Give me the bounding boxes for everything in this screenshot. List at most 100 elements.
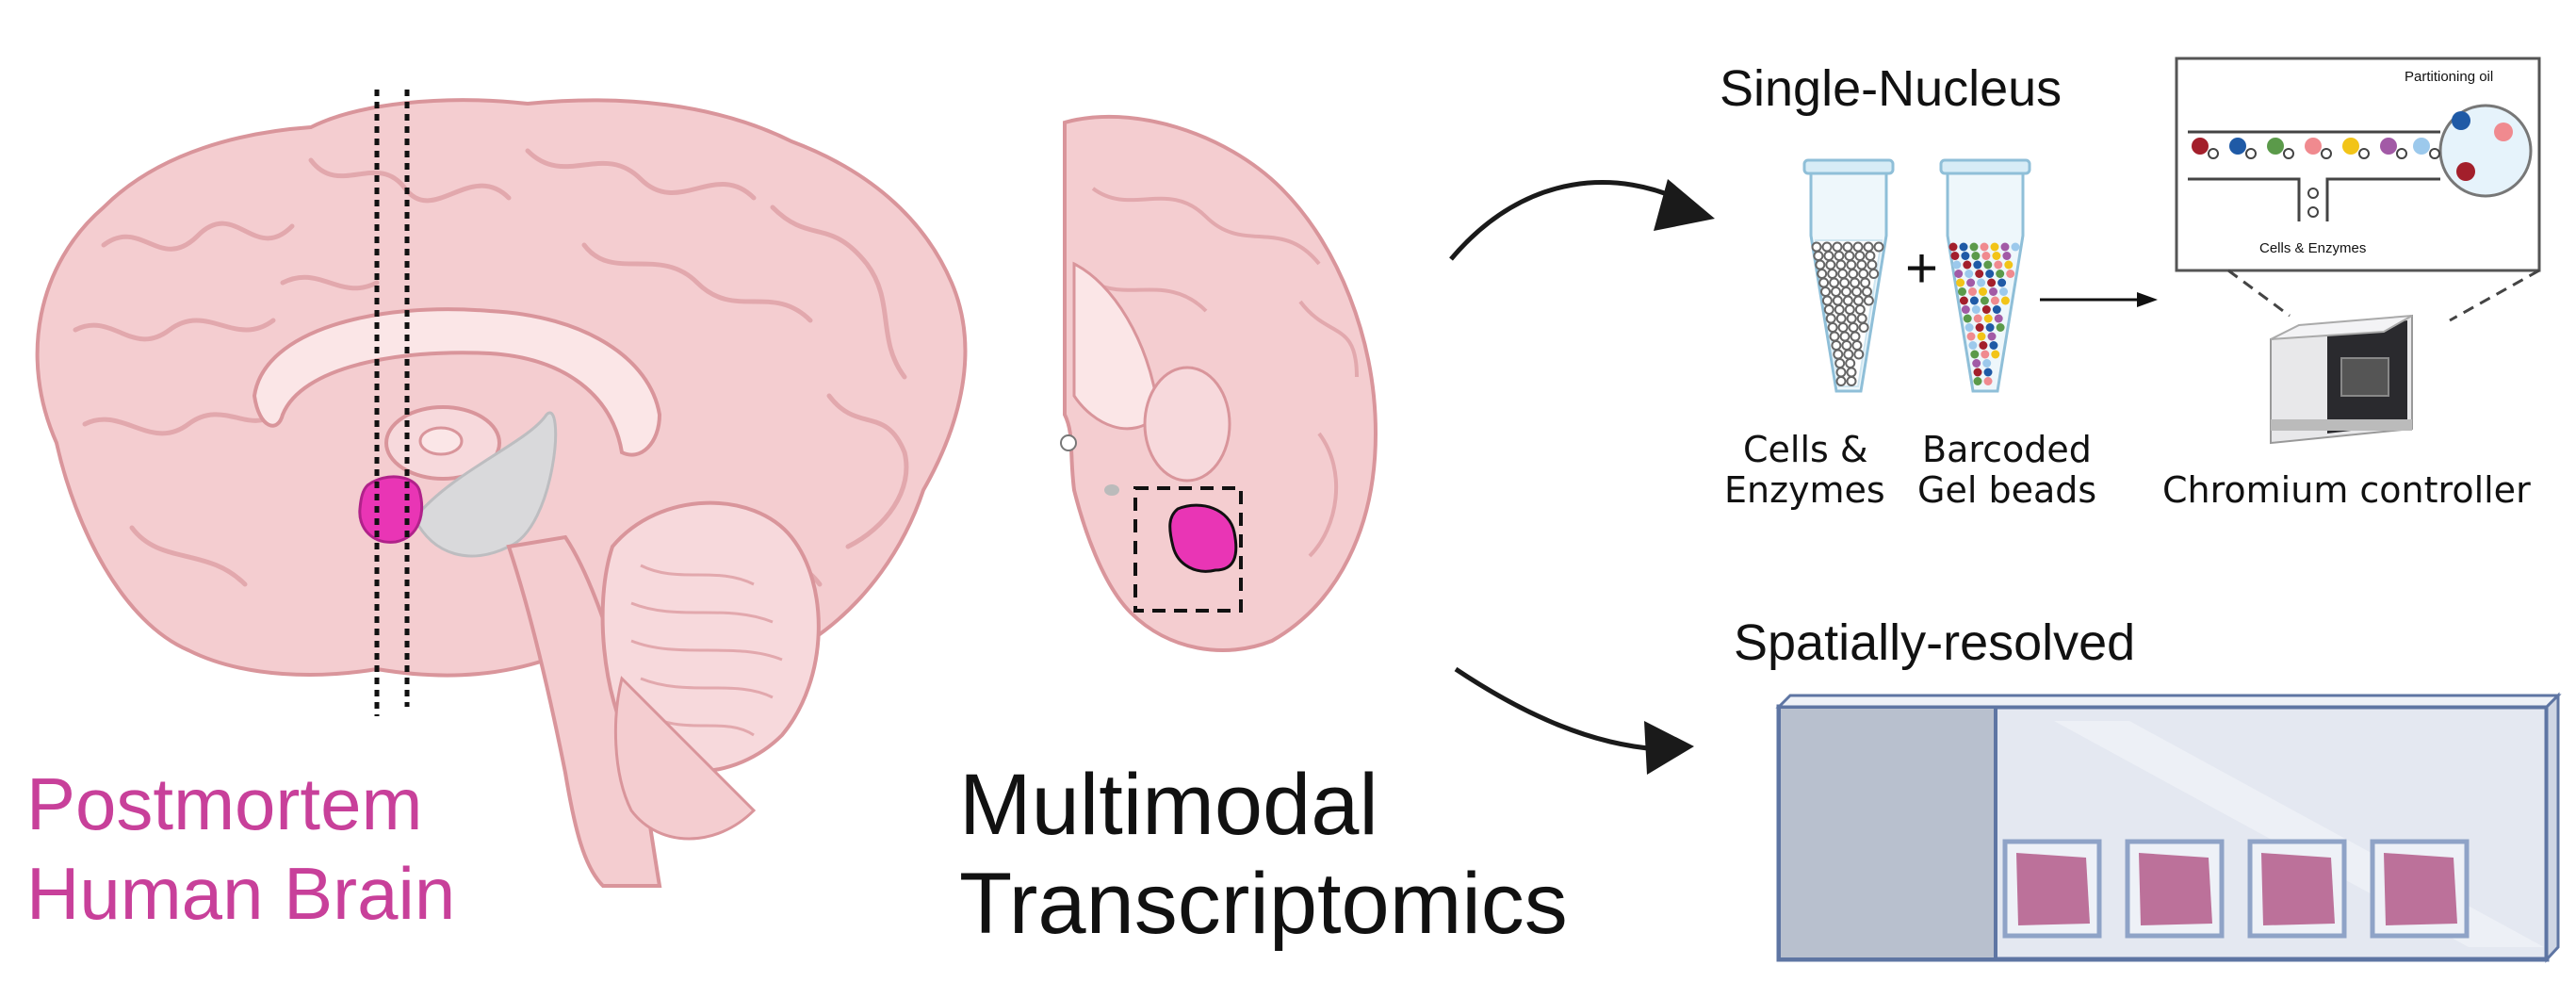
- cell-dot: [1856, 313, 1867, 324]
- cell-dot: [1823, 304, 1834, 315]
- plus-sign: +: [1905, 237, 1938, 300]
- channel-cell: [2245, 148, 2257, 159]
- gel-bead: [1983, 314, 1993, 323]
- cell-dot: [1827, 322, 1838, 333]
- tissue-sections: [2002, 839, 2470, 939]
- sagittal-brain-illustration: [35, 90, 968, 888]
- gel-bead: [2004, 260, 2014, 270]
- droplet-bead: [2456, 162, 2475, 181]
- gel-bead: [1987, 332, 1997, 341]
- channel-cell: [2358, 148, 2370, 159]
- cell-dot: [1825, 259, 1836, 270]
- cell-dot: [1843, 349, 1854, 360]
- gel-bead: [1983, 260, 1993, 270]
- gel-bead: [1985, 270, 1995, 278]
- cell-dot: [1823, 251, 1834, 261]
- tube2-beads: [1948, 242, 2020, 385]
- inset-cells-label: Cells & Enzymes: [2259, 240, 2366, 256]
- cell-dot: [1846, 313, 1857, 324]
- brain-label-line1: Postmortem: [26, 762, 422, 845]
- inset-partitioning-label: Partitioning oil: [2405, 69, 2493, 85]
- cell-dot: [1844, 304, 1855, 315]
- gel-bead: [1980, 242, 1989, 252]
- cell-dot: [1852, 241, 1864, 253]
- tissue-section: [2139, 853, 2212, 925]
- cell-dot: [1858, 269, 1869, 279]
- coronal-section: [1063, 114, 1378, 652]
- cell-dot: [1860, 277, 1871, 288]
- cell-dot: [1815, 259, 1826, 270]
- cell-dot: [1846, 259, 1857, 270]
- tube-gel-beads: [1939, 158, 2031, 393]
- gel-bead: [1989, 287, 1997, 296]
- gel-bead: [1997, 278, 2007, 287]
- cell-dot: [1834, 251, 1845, 261]
- tube2-label-line1: Barcoded: [1922, 429, 2092, 470]
- cell-dot: [1829, 331, 1840, 342]
- arrowhead-upper: [1654, 179, 1715, 231]
- cell-dot: [1834, 358, 1846, 368]
- coronal-slice-illustration: [1060, 114, 1378, 652]
- channel-cell: [2208, 148, 2219, 159]
- center-label-line1: Multimodal: [959, 757, 1378, 853]
- tube-cells-enzymes: [1802, 158, 1895, 393]
- cell-dot: [1856, 259, 1867, 270]
- cell-dot: [1831, 286, 1841, 297]
- gel-bead: [1973, 368, 1982, 377]
- cell-dot: [1834, 304, 1845, 315]
- gel-bead: [1981, 252, 1991, 260]
- cell-dot: [1848, 269, 1859, 279]
- arrowhead-lower: [1644, 721, 1694, 775]
- cell-dot: [1821, 241, 1833, 253]
- channel-cell: [2307, 206, 2319, 218]
- cell-dot: [1854, 304, 1866, 315]
- cell-dot: [1865, 251, 1876, 261]
- cell-dot: [1850, 331, 1861, 342]
- chromium-controller-device: [2270, 314, 2413, 445]
- gel-bead: [1952, 260, 1962, 270]
- droplet-bead: [2494, 123, 2513, 141]
- gel-bead: [1973, 377, 1982, 385]
- gel-bead: [1994, 314, 2003, 323]
- gel-bead: [1968, 287, 1977, 296]
- gel-bead: [1985, 323, 1995, 332]
- cell-dot: [1835, 376, 1847, 386]
- gel-bead: [1963, 314, 1972, 323]
- channel-bead: [2267, 138, 2284, 155]
- cell-dot: [1827, 269, 1838, 279]
- gel-bead: [1983, 377, 1993, 385]
- gel-bead: [1968, 341, 1978, 350]
- cell-dot: [1833, 349, 1844, 360]
- cell-dot: [1873, 241, 1884, 253]
- spatial-title: Spatially-resolved: [1734, 614, 2135, 671]
- gel-bead: [1971, 305, 1981, 314]
- gel-bead: [1981, 350, 1990, 359]
- gel-bead: [1961, 252, 1970, 260]
- cell-dot: [1825, 313, 1836, 324]
- tissue-section: [2261, 853, 2335, 925]
- cell-dot: [1839, 277, 1850, 288]
- channel-cell: [2429, 148, 2440, 159]
- cell-dot: [1853, 349, 1865, 360]
- gel-bead: [1973, 314, 1982, 323]
- cell-dot: [1837, 269, 1849, 279]
- hippocampus: [413, 411, 558, 558]
- gel-bead: [1963, 260, 1972, 270]
- channel-cell: [2307, 188, 2319, 199]
- cell-dot: [1848, 322, 1859, 333]
- cell-dot: [1846, 376, 1857, 386]
- basal-ganglia: [1143, 366, 1231, 483]
- single-nucleus-title: Single-Nucleus: [1720, 60, 2062, 117]
- cell-dot: [1846, 367, 1857, 378]
- cell-dot: [1850, 277, 1861, 288]
- gel-bead: [1992, 252, 2001, 260]
- cell-dot: [1829, 277, 1840, 288]
- gel-bead: [1975, 323, 1984, 332]
- gel-bead: [1971, 252, 1981, 260]
- cell-dot: [1835, 367, 1847, 378]
- gel-bead: [1999, 287, 2008, 296]
- cell-dot: [1852, 295, 1864, 306]
- gel-bead: [1950, 252, 1960, 260]
- cell-dot: [1841, 286, 1851, 297]
